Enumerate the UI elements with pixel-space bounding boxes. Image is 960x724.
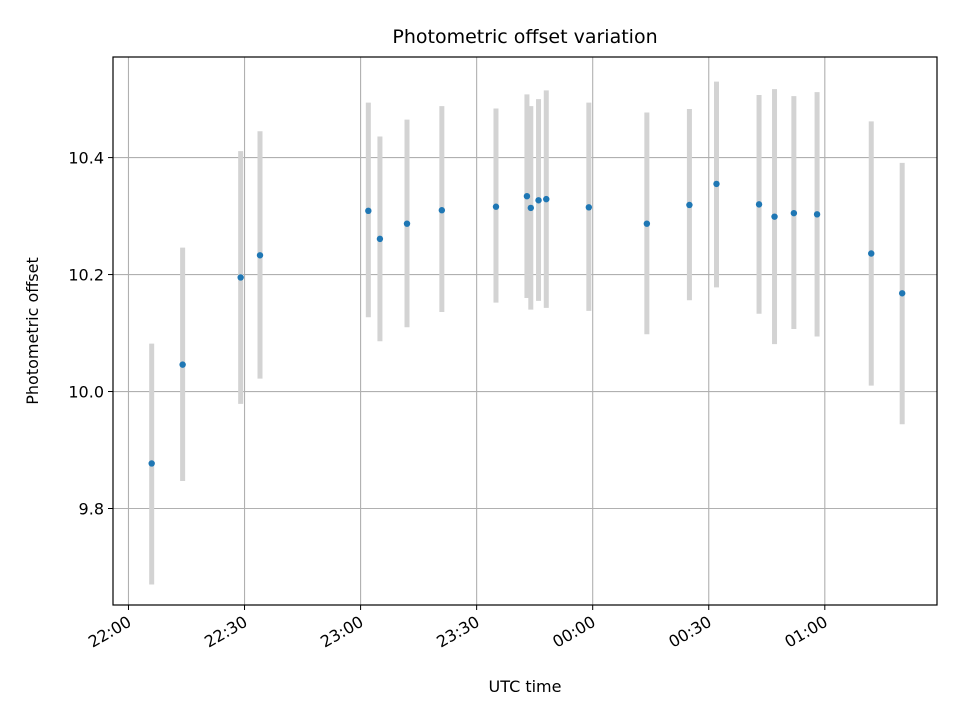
y-tick-label: 10.0 xyxy=(68,383,104,402)
data-point xyxy=(868,250,875,257)
data-point xyxy=(148,460,155,467)
data-point xyxy=(523,192,531,200)
data-point xyxy=(686,201,693,209)
y-tick-label: 9.8 xyxy=(79,500,104,519)
y-tick-label: 10.2 xyxy=(68,266,104,285)
data-point xyxy=(790,209,798,217)
plot-frame xyxy=(112,56,938,606)
x-axis-label: UTC time xyxy=(489,677,562,696)
data-point xyxy=(179,361,186,368)
data-point xyxy=(376,235,384,243)
y-tick-label: 10.4 xyxy=(68,149,104,168)
chart-title: Photometric offset variation xyxy=(392,26,657,48)
data-point xyxy=(713,180,720,188)
data-point xyxy=(403,220,411,227)
data-point xyxy=(256,252,264,259)
data-point xyxy=(535,197,542,204)
data-point xyxy=(365,207,372,215)
data-point xyxy=(643,220,651,227)
data-point xyxy=(527,204,535,212)
data-point xyxy=(492,203,500,210)
data-point xyxy=(771,213,778,220)
data-point xyxy=(585,204,593,211)
y-axis-label: Photometric offset xyxy=(23,257,42,405)
data-point xyxy=(438,207,446,214)
data-point xyxy=(237,274,244,281)
data-point xyxy=(898,290,906,297)
data-point xyxy=(813,211,821,218)
data-point xyxy=(543,195,550,203)
data-point xyxy=(755,201,763,208)
point-layer xyxy=(148,180,906,467)
